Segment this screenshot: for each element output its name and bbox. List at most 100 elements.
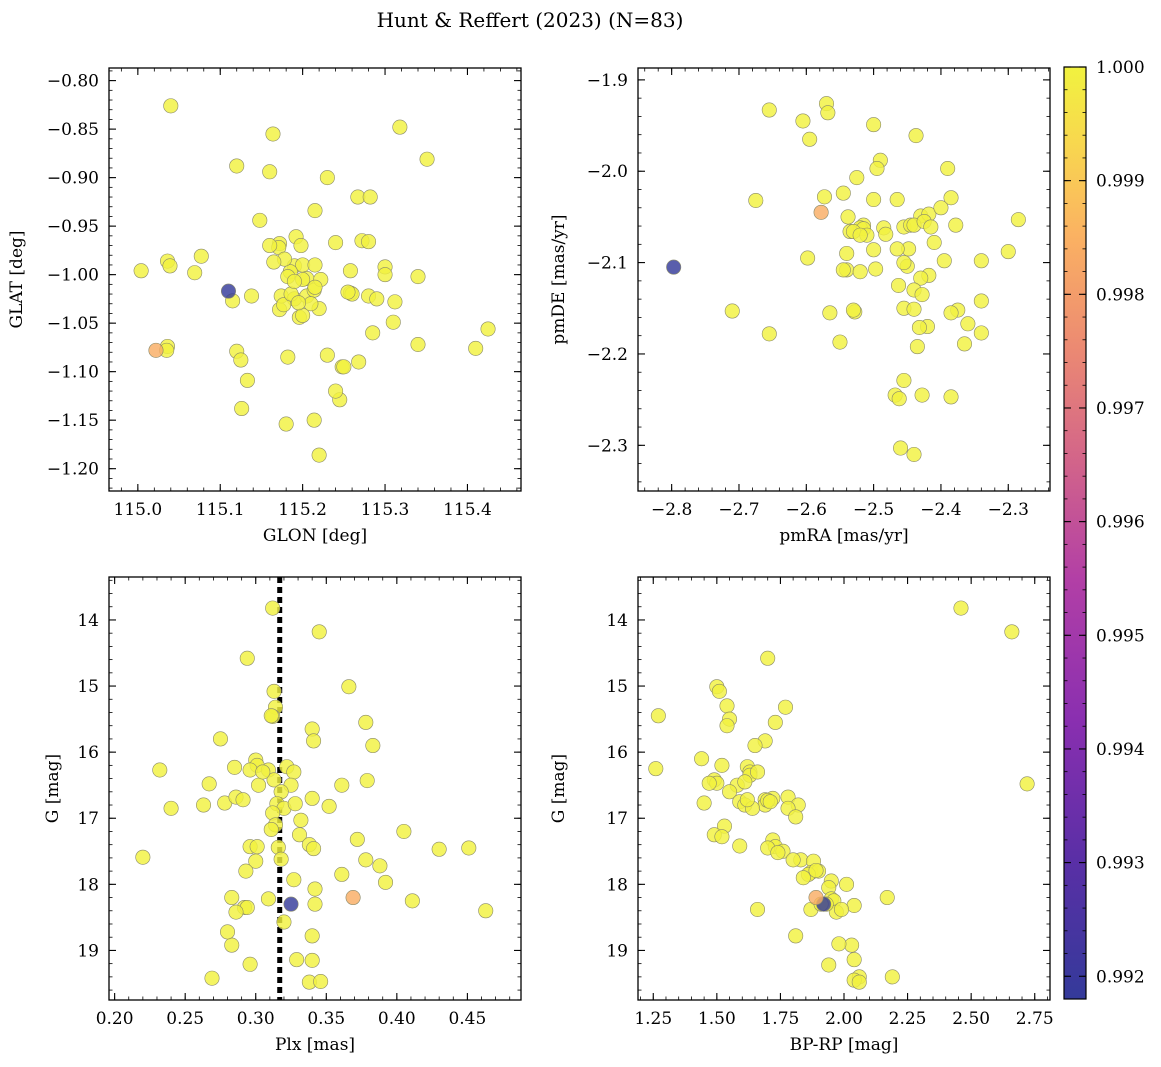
colorbar-tick-label: 1.000 bbox=[1096, 58, 1145, 78]
data-point bbox=[328, 383, 344, 399]
data-point bbox=[248, 853, 264, 869]
data-point bbox=[239, 650, 255, 666]
data-point bbox=[724, 303, 740, 319]
data-point bbox=[265, 126, 281, 142]
x-tick-label: 1.25 bbox=[634, 1009, 672, 1029]
data-point bbox=[133, 263, 149, 279]
data-point bbox=[839, 876, 855, 892]
data-point bbox=[362, 189, 378, 205]
axes-frame bbox=[637, 576, 1051, 1001]
data-point bbox=[307, 881, 323, 897]
data-point bbox=[914, 287, 930, 303]
scatter-panel-4: 1.25 1.50 1.75 2.00 2.25 2.50 2.75 14 15 16 17 18 19… bbox=[549, 576, 1054, 1055]
data-point bbox=[334, 777, 350, 793]
data-point bbox=[212, 731, 228, 747]
x-tick-label: 0.30 bbox=[237, 1009, 275, 1029]
y-tick-label: 16 bbox=[606, 743, 628, 763]
scatter-panel-1: 115.0 115.1 115.2 115.3 115.4 −0.80 −0.85 −0.90… bbox=[7, 67, 522, 546]
data-point bbox=[224, 937, 240, 953]
x-tick-label: 115.0 bbox=[114, 500, 163, 520]
data-point bbox=[233, 352, 249, 368]
data-point bbox=[263, 821, 279, 837]
data-point bbox=[820, 105, 836, 121]
data-point bbox=[701, 775, 717, 791]
data-point bbox=[276, 297, 292, 313]
colorbar-gradient bbox=[1063, 66, 1087, 1000]
data-point bbox=[722, 784, 738, 800]
data-point bbox=[913, 270, 929, 286]
data-point bbox=[311, 624, 327, 640]
data-point bbox=[866, 192, 882, 208]
data-point bbox=[255, 764, 271, 780]
data-point bbox=[163, 98, 179, 114]
x-tick-label: 0.35 bbox=[307, 1009, 345, 1029]
data-point bbox=[835, 262, 851, 278]
data-point bbox=[889, 192, 905, 208]
data-point bbox=[973, 325, 989, 341]
data-point bbox=[737, 774, 753, 790]
data-point bbox=[844, 937, 860, 953]
data-point bbox=[926, 234, 942, 250]
data-point bbox=[345, 890, 361, 906]
data-point bbox=[762, 794, 778, 810]
data-point bbox=[378, 874, 394, 890]
y-axis-label: GLAT [deg] bbox=[7, 230, 27, 328]
data-point bbox=[896, 255, 912, 271]
data-point bbox=[666, 259, 682, 275]
data-point bbox=[396, 823, 412, 839]
data-point bbox=[276, 914, 292, 930]
y-tick-label: −1.00 bbox=[47, 266, 99, 286]
data-point bbox=[238, 863, 254, 879]
points bbox=[135, 577, 494, 1000]
data-point bbox=[714, 757, 730, 773]
data-point bbox=[468, 340, 484, 356]
data-point bbox=[767, 714, 783, 730]
data-point bbox=[377, 267, 393, 283]
data-point bbox=[311, 447, 327, 463]
data-point bbox=[287, 796, 303, 812]
data-point bbox=[193, 248, 209, 264]
colorbar-tick-label: 0.997 bbox=[1096, 399, 1145, 419]
x-tick-label: 0.45 bbox=[448, 1009, 486, 1029]
data-point bbox=[262, 238, 278, 254]
y-tick-label: 16 bbox=[77, 743, 99, 763]
data-point bbox=[821, 957, 837, 973]
data-point bbox=[291, 827, 307, 843]
x-axis-label: BP-RP [mag] bbox=[790, 1035, 899, 1055]
data-point bbox=[152, 762, 168, 778]
y-tick-label: −0.85 bbox=[47, 120, 99, 140]
y-tick-label: 19 bbox=[606, 941, 628, 961]
data-point bbox=[800, 250, 816, 266]
y-tick-label: −1.10 bbox=[47, 363, 99, 383]
data-point bbox=[911, 319, 927, 335]
data-point bbox=[719, 718, 735, 734]
data-point bbox=[336, 359, 352, 375]
data-point bbox=[358, 852, 374, 868]
data-point bbox=[372, 858, 388, 874]
data-point bbox=[813, 204, 829, 220]
data-point bbox=[387, 294, 403, 310]
y-tick-label: −1.05 bbox=[47, 314, 99, 334]
data-point bbox=[313, 973, 329, 989]
data-point bbox=[260, 891, 276, 907]
y-axis-label: pmDE [mas/yr] bbox=[549, 214, 569, 344]
x-tick-label: 2.50 bbox=[952, 1009, 990, 1029]
data-point bbox=[878, 226, 894, 242]
data-point bbox=[234, 401, 250, 417]
data-point bbox=[868, 261, 884, 277]
data-point bbox=[307, 257, 323, 273]
data-point bbox=[719, 698, 735, 714]
data-point bbox=[1004, 624, 1020, 640]
points bbox=[666, 96, 1026, 462]
data-point bbox=[761, 102, 777, 118]
data-point bbox=[187, 265, 203, 281]
data-point bbox=[196, 797, 212, 813]
data-point bbox=[849, 170, 865, 186]
data-point bbox=[750, 764, 766, 780]
y-tick-label: −2.2 bbox=[587, 345, 628, 365]
scatter-panel-3: 0.20 0.25 0.30 0.35 0.40 0.45 14 15 16 17 18 19 Plx … bbox=[43, 576, 522, 1055]
data-point bbox=[896, 372, 912, 388]
colorbar-tick-label: 0.998 bbox=[1096, 285, 1145, 305]
data-point bbox=[846, 897, 862, 913]
data-point bbox=[321, 798, 337, 814]
